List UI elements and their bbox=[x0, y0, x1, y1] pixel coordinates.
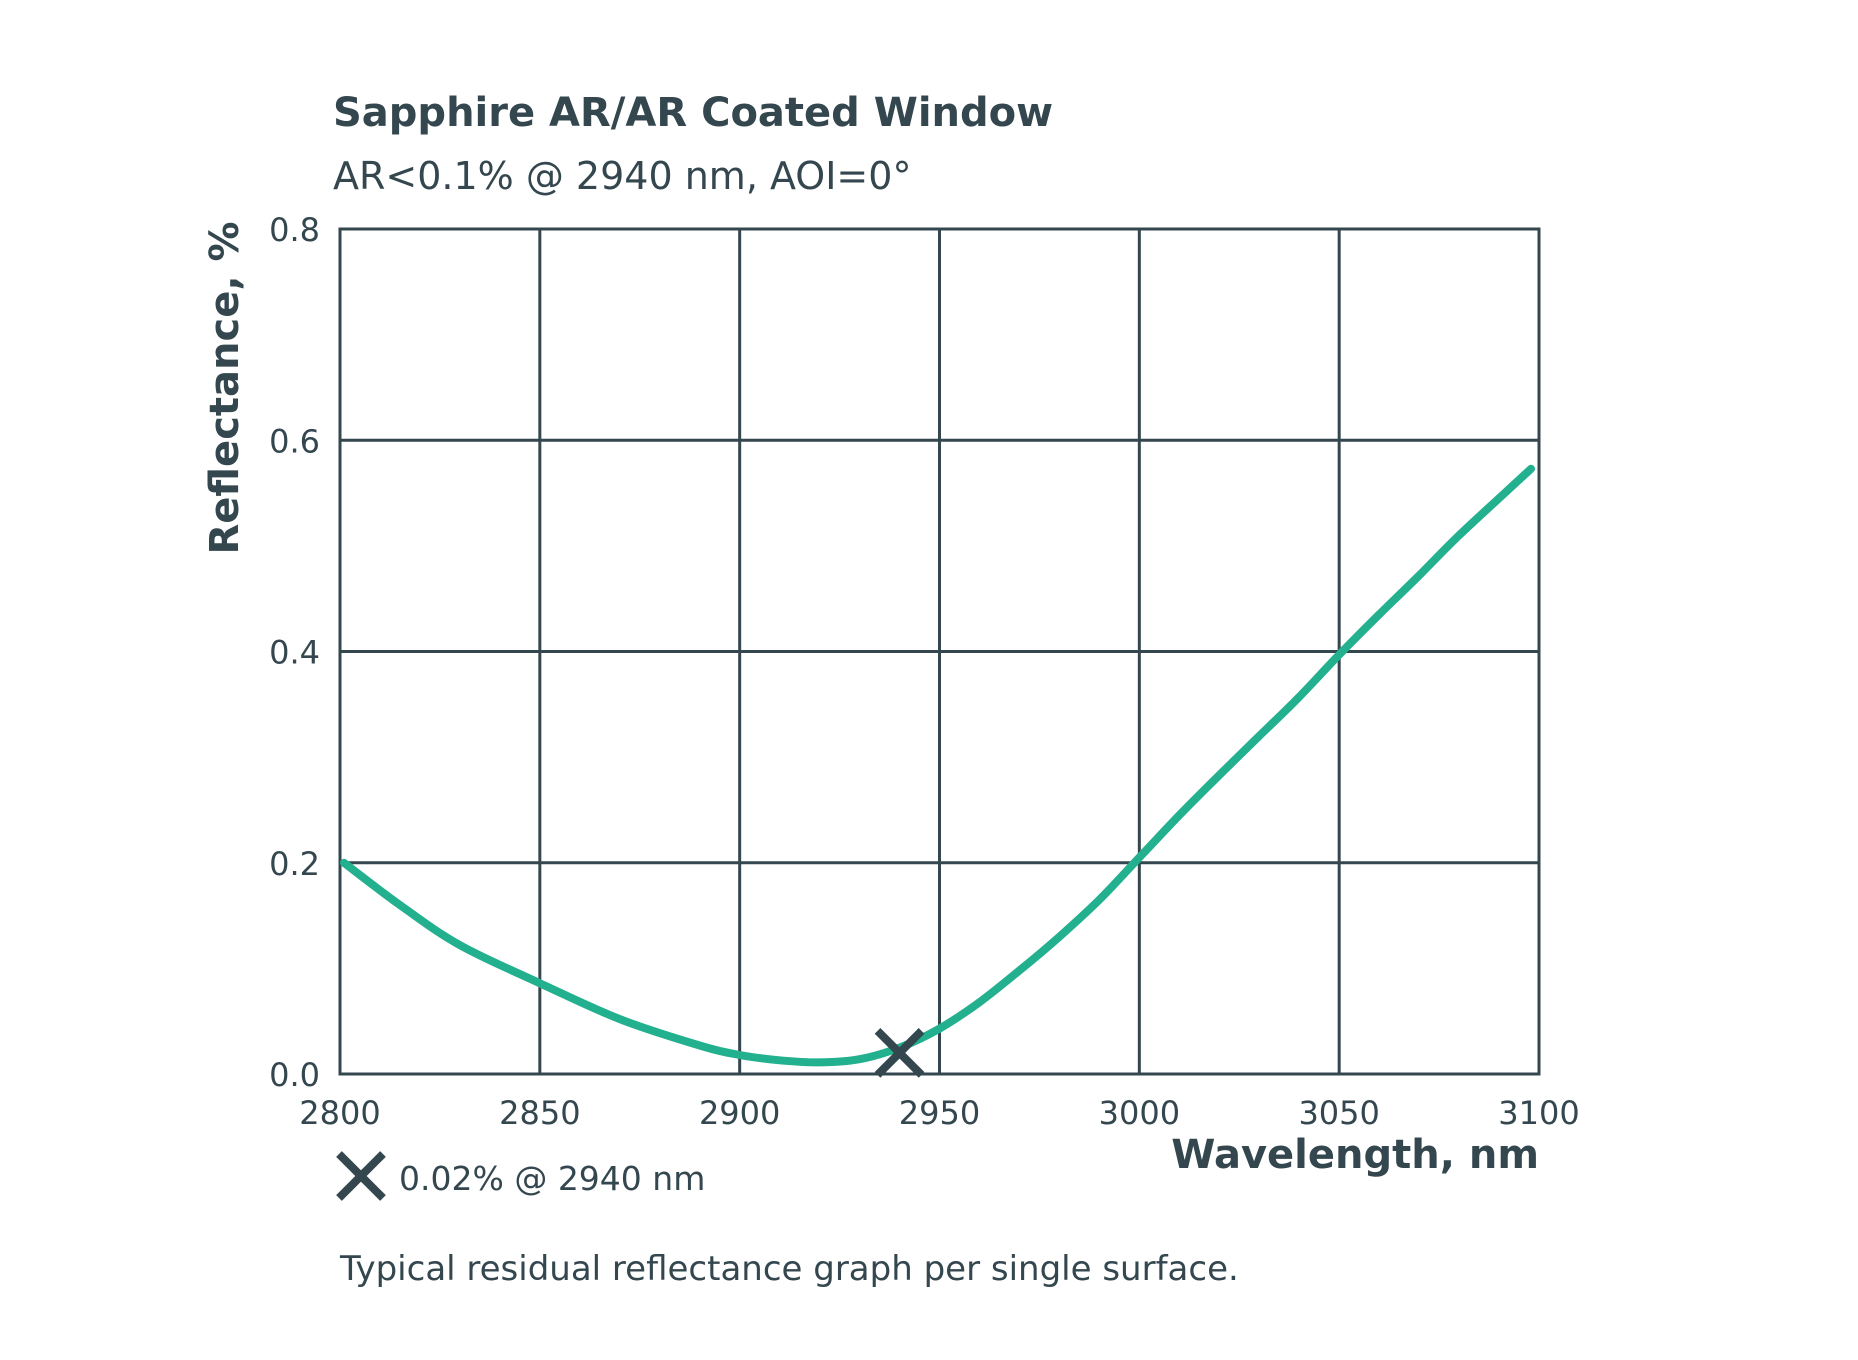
x-axis-ticks: 2800 2850 2900 2950 3000 3050 3100 bbox=[299, 1094, 1579, 1132]
y-tick-label: 0.8 bbox=[269, 211, 320, 249]
x-tick-label: 2850 bbox=[499, 1094, 580, 1132]
x-tick-label: 3100 bbox=[1498, 1094, 1579, 1132]
x-tick-label: 3050 bbox=[1298, 1094, 1379, 1132]
x-tick-label: 2900 bbox=[699, 1094, 780, 1132]
grid bbox=[340, 229, 1539, 1074]
x-tick-label: 2800 bbox=[299, 1094, 380, 1132]
chart-title: Sapphire AR/AR Coated Window bbox=[333, 90, 1053, 136]
chart-caption: Typical residual reflectance graph per s… bbox=[339, 1249, 1239, 1289]
y-tick-label: 0.0 bbox=[269, 1056, 320, 1094]
x-tick-label: 3000 bbox=[1099, 1094, 1180, 1132]
legend-x-icon bbox=[336, 1151, 386, 1201]
x-tick-label: 2950 bbox=[899, 1094, 980, 1132]
y-tick-label: 0.6 bbox=[269, 422, 320, 460]
x-axis-label: Wavelength, nm bbox=[1171, 1132, 1539, 1178]
chart-subtitle: AR<0.1% @ 2940 nm, AOI=0° bbox=[333, 154, 911, 198]
y-tick-label: 0.2 bbox=[269, 845, 320, 883]
minimum-marker-x-icon bbox=[874, 1028, 925, 1078]
legend-marker-label: 0.02% @ 2940 nm bbox=[399, 1159, 705, 1198]
plot-area-frame bbox=[338, 227, 1541, 1076]
y-axis-label: Reflectance, % bbox=[202, 221, 248, 554]
reflectance-curve bbox=[340, 464, 1535, 1067]
y-tick-label: 0.4 bbox=[269, 634, 320, 672]
y-axis-ticks: 0.0 0.2 0.4 0.6 0.8 bbox=[269, 211, 320, 1094]
